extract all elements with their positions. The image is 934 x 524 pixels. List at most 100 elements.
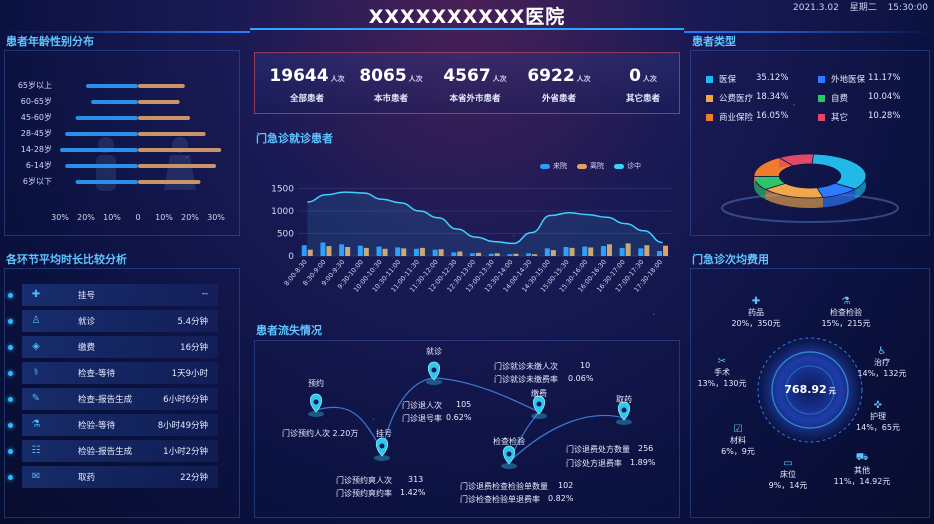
age-bar-female <box>138 180 201 184</box>
stat-unit: 人次 <box>330 75 345 83</box>
stage-name: 取药 <box>78 473 96 483</box>
stat-unit: 人次 <box>408 75 423 83</box>
age-bar-female <box>138 100 180 104</box>
patient-type-panel <box>690 50 930 236</box>
bar-leave <box>476 252 482 256</box>
fee-item: ✚ 药品 20%，350元 <box>726 296 786 329</box>
weekday: 星期二 <box>849 3 877 13</box>
stage-dot <box>8 449 13 454</box>
bar-arrive <box>526 253 532 256</box>
stat-value: 4567 <box>443 66 491 86</box>
age-bar-male <box>60 148 138 152</box>
stage-dot <box>8 371 13 376</box>
emergency-chart: 0500100015008:00-8:308:30-9:009:00-9:309… <box>271 185 672 294</box>
age-gender-panel <box>4 50 240 236</box>
age-bar-male <box>91 100 138 104</box>
legend-item: 来院 <box>540 162 567 170</box>
stage-row: ✉ 取药 22分钟 <box>22 466 218 488</box>
fee-item: ▭ 床位 9%，14元 <box>758 458 818 491</box>
age-category-label: 45-60岁 <box>20 113 52 122</box>
bar-leave <box>307 249 313 256</box>
fee-swirl <box>757 337 863 443</box>
stage-name: 缴费 <box>78 343 96 353</box>
pin-base <box>531 413 547 419</box>
stage-row: ⚗ 检验-等待 8小时49分钟 <box>22 414 218 436</box>
nurse-icon: ✜ <box>873 400 883 411</box>
patient-type-name: 其它 <box>831 113 849 123</box>
pin-dot <box>379 443 385 449</box>
churn-guahao-label-1: 门诊预约爽人次 <box>336 476 392 485</box>
churn-guahao-label-2: 门诊预约爽约率 <box>336 489 392 498</box>
stat-label: 全部患者 <box>289 94 324 104</box>
churn-jiancha-value-1: 102 <box>558 481 574 490</box>
age-x-tick: 30% <box>207 213 225 222</box>
stage-name: 检查-等待 <box>78 369 116 379</box>
stage-name: 检验-报告生成 <box>78 447 133 457</box>
bar-arrive <box>432 249 438 256</box>
pin-base <box>616 419 632 425</box>
stage-value: -- <box>201 289 208 299</box>
patient-type-name: 医保 <box>719 75 737 85</box>
stage-time-title: 各环节平均时长比较分析 <box>6 253 127 266</box>
stage-name: 挂号 <box>78 291 96 301</box>
stage-row: ☷ 检验-报告生成 1小时2分钟 <box>22 440 218 462</box>
stat-item: 6922 人次 外省患者 <box>514 66 604 104</box>
fee-item-value: 11%，14.92元 <box>833 477 891 486</box>
churn-jiaofei-label-2: 门诊就诊未缴费率 <box>494 375 558 384</box>
emergency-legend: 来院 离院 诊中 <box>540 161 651 171</box>
stat-unit: 人次 <box>492 75 507 83</box>
bar-arrive <box>339 244 345 256</box>
area-inclinic <box>307 192 663 256</box>
churn-quyao-label-1: 门诊退费处方数量 <box>566 445 630 454</box>
fee-item-name: 手术 <box>714 368 730 377</box>
bar-arrive <box>619 247 625 256</box>
patient-type-item: 商业保险 16.05% <box>706 111 788 123</box>
patient-type-swatch <box>818 95 825 102</box>
legend-swatch <box>614 163 624 169</box>
bar-arrive <box>582 246 588 256</box>
churn-node-yuyue: 预约 <box>308 379 324 388</box>
stat-label: 本市患者 <box>373 94 408 104</box>
stage-time-panel <box>4 268 240 518</box>
pin-base <box>308 411 324 417</box>
legend-label: 来院 <box>553 162 567 170</box>
churn-jiuzhen-label-1: 门诊退人次 <box>402 401 442 410</box>
bar-arrive <box>507 254 513 256</box>
bar-arrive <box>638 248 644 256</box>
patient-type-pct: 35.12% <box>756 73 789 83</box>
fee-item-value: 13%，130元 <box>697 379 747 388</box>
churn-node-jiancha: 检查检验 <box>493 437 525 446</box>
churn-yuyue-rate: 门诊预约人次 2.20万 <box>282 429 359 438</box>
wheelchair-icon: ♿ <box>877 346 887 357</box>
microscope-icon: ⚗ <box>841 296 851 307</box>
patient-type-pct: 11.17% <box>868 73 901 83</box>
churn-guahao-value-1: 313 <box>408 475 424 484</box>
stage-icon: ☷ <box>31 445 41 456</box>
patient-type-name: 商业保险 <box>719 113 754 123</box>
bar-arrive <box>544 248 550 256</box>
fee-item-name: 床位 <box>780 470 796 479</box>
flow-line-2 <box>381 377 435 451</box>
pin-dot <box>621 407 627 413</box>
churn-quyao-label-2: 门诊处方退费率 <box>566 459 622 468</box>
age-gender-title: 患者年龄性别分布 <box>6 35 94 48</box>
stage-icon: ◈ <box>32 341 40 352</box>
bar-leave <box>550 250 556 256</box>
churn-jiuzhen-value-1: 105 <box>456 400 472 409</box>
fee-item: ♿ 治疗 14%，132元 <box>852 346 912 379</box>
bar-arrive <box>488 253 494 256</box>
churn-guahao-value-2: 1.42% <box>400 488 426 497</box>
stat-label: 本省外市患者 <box>449 94 501 104</box>
stage-value: 1小时2分钟 <box>163 447 208 457</box>
stat-label: 外省患者 <box>541 94 576 104</box>
patient-type-item: 公费医疗 18.34% <box>706 92 788 104</box>
stat-number: 19644 人次 <box>262 66 352 86</box>
check-icon: ☑ <box>733 424 743 435</box>
fee-item-name: 药品 <box>748 308 764 317</box>
age-x-tick: 20% <box>181 213 199 222</box>
patient-type-item: 自费 10.04% <box>818 92 900 104</box>
stage-dot <box>8 293 13 298</box>
bar-arrive <box>657 251 663 256</box>
y-tick: 1000 <box>271 207 294 217</box>
stage-dot <box>8 345 13 350</box>
